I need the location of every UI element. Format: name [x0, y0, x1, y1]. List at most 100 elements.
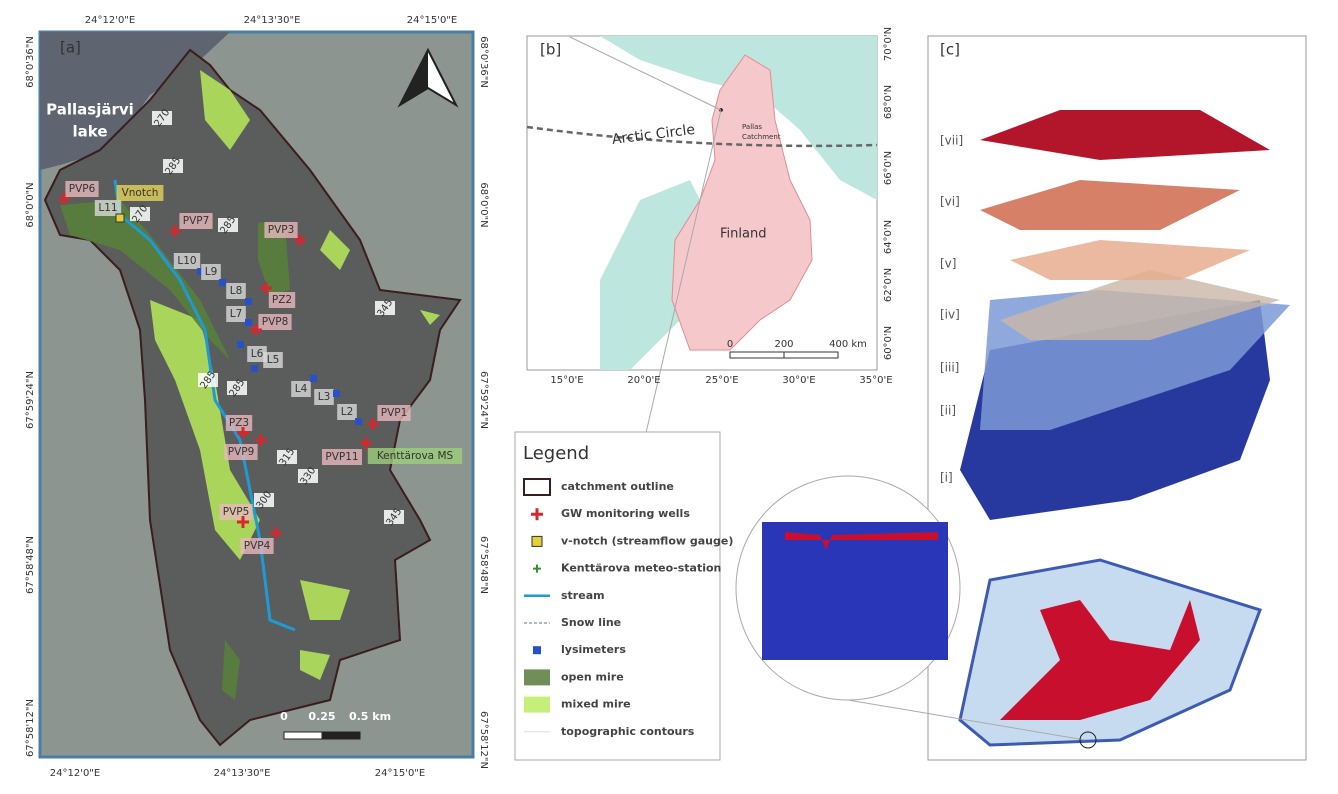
legend-item: lysimeters: [561, 643, 626, 656]
arctic-circle-line: [526, 125, 878, 148]
legend-icon: [533, 646, 541, 655]
site-label-bg: [226, 306, 246, 322]
lysimeter: [245, 298, 252, 305]
connector: [847, 699, 1086, 741]
lon-label: 15°0'E: [550, 375, 583, 386]
gw-well: [255, 434, 267, 446]
zoom-block: [762, 522, 948, 660]
gw-well: [250, 324, 262, 336]
gw-well: [294, 234, 306, 246]
site-label-bg: [264, 222, 298, 238]
legend-icon: [523, 478, 551, 496]
lat-label: 67°58'48"N: [478, 536, 489, 594]
lon-label: 24°12'0"E: [85, 15, 135, 26]
mire-surface: [1000, 600, 1200, 720]
site-label-bg: [314, 389, 334, 405]
contour-label-bg: [218, 218, 238, 232]
layer-label: [i]: [940, 471, 953, 485]
layer-v: [980, 180, 1240, 230]
site-label: L3: [318, 391, 331, 403]
contour-label-bg: [277, 450, 297, 464]
site-label-bg: [226, 283, 246, 299]
gw-well: [237, 427, 249, 439]
layer-iii: [1000, 270, 1280, 340]
contour-label-bg: [375, 301, 395, 315]
scale-label: 200: [774, 339, 793, 350]
layer-label: [vii]: [940, 134, 963, 148]
site-label: PVP4: [244, 540, 271, 552]
zoom-surface: [785, 532, 938, 550]
lat-label: 67°58'12"N: [478, 711, 489, 769]
panel-label: [c]: [940, 41, 960, 59]
layer-label: [v]: [940, 257, 956, 271]
v-notch: [115, 213, 125, 223]
site-label-bg: [322, 449, 362, 465]
lat-label: 67°58'48"N: [25, 536, 36, 594]
site-label-bg: [268, 292, 296, 308]
legend-item: v-notch (streamflow gauge): [561, 534, 733, 547]
lat-label: 68°0'36"N: [478, 36, 489, 88]
site-label: PZ3: [229, 417, 249, 429]
site-label: L9: [205, 266, 218, 278]
legend-icon: [531, 535, 543, 547]
site-label: PVP5: [223, 506, 250, 518]
layer-label: [vi]: [940, 195, 960, 209]
catchment-outline: [43, 48, 462, 747]
lon-label: 24°15'0"E: [407, 15, 457, 26]
site-label: PVP8: [262, 316, 289, 328]
legend-item: open mire: [561, 670, 624, 683]
site-label-bg: [258, 314, 292, 330]
site-label-bg: [225, 415, 253, 431]
site-label: L5: [267, 354, 280, 366]
site-label: PVP1: [381, 407, 408, 419]
gw-well: [360, 437, 372, 449]
lat-label: 68°0'N: [883, 85, 894, 119]
site-label: L4: [295, 383, 308, 395]
scale-label: 0: [280, 710, 288, 723]
legend-item: Snow line: [561, 616, 621, 629]
contour-label-bg: [198, 373, 218, 387]
legend-icon: [531, 508, 543, 521]
gw-well: [237, 516, 249, 528]
site-label: PZ2: [272, 294, 292, 306]
site-label-bg: [179, 213, 213, 229]
scale-label: 0.5 km: [349, 710, 391, 723]
scale-bar: [321, 731, 361, 740]
site-label: L2: [341, 406, 354, 418]
site-label: PVP11: [325, 451, 358, 463]
lysimeter: [355, 418, 362, 425]
layer-vii: [980, 110, 1270, 160]
lat-label: 66°0'N: [883, 151, 894, 185]
contour-label-bg: [227, 381, 247, 395]
layer-label: [iv]: [940, 308, 960, 322]
layer-label: [ii]: [940, 404, 956, 418]
panel-label: [b]: [540, 41, 561, 59]
contour-label-bg: [152, 111, 172, 125]
legend-item: Kenttärova meteo-station: [561, 562, 721, 575]
site-label: Vnotch: [122, 187, 159, 199]
lysimeter: [333, 390, 340, 397]
legend-item: GW monitoring wells: [561, 507, 690, 520]
lake-label: lake: [72, 123, 107, 141]
site-label-bg: [247, 346, 267, 362]
catchment-label: Pallas: [742, 123, 762, 131]
lat-label: 70°0'N: [883, 27, 894, 61]
site-label: PVP7: [183, 215, 210, 227]
stream: [113, 179, 296, 632]
gw-well: [169, 225, 181, 237]
open-mire: [60, 200, 290, 700]
scale-label: 0.25: [308, 710, 335, 723]
lon-label: 30°0'E: [782, 375, 815, 386]
country-label: Finland: [720, 227, 766, 242]
lake-label: Pallasjärvi: [46, 101, 134, 119]
finland: [671, 54, 813, 351]
site-label: L7: [230, 308, 243, 320]
site-label: PVP9: [228, 446, 255, 458]
legend-item: mixed mire: [561, 698, 631, 711]
site-label: PVP6: [69, 183, 96, 195]
contour-label-bg: [254, 493, 274, 507]
lat-label: 68°0'36"N: [25, 36, 36, 88]
lon-label: 20°0'E: [627, 375, 660, 386]
lon-label: 35°0'E: [859, 375, 892, 386]
contour-label-bg: [384, 510, 404, 524]
